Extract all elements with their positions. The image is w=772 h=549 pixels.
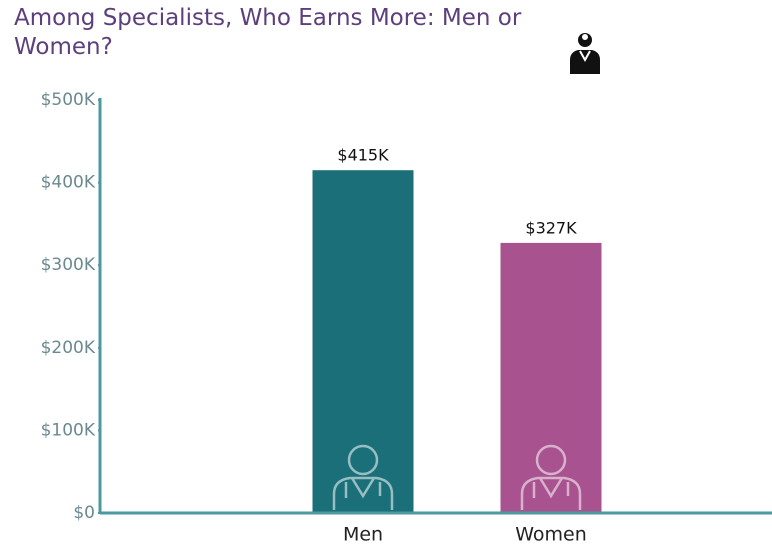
icon-head <box>535 444 567 476</box>
y-tick-label: $100K <box>41 420 96 440</box>
y-tick-label: $400K <box>41 173 96 193</box>
y-tick-label: $300K <box>41 255 96 275</box>
bar <box>312 170 414 513</box>
person-icon <box>520 444 582 510</box>
bar <box>500 242 602 513</box>
doctor-icon <box>570 33 600 74</box>
y-tick-label: $500K <box>41 90 96 110</box>
y-tick-label: $200K <box>41 338 96 358</box>
icon-head <box>347 444 379 476</box>
y-tick-label: $0 <box>73 503 95 523</box>
x-tick-label: Men <box>343 524 383 546</box>
icon-body <box>520 476 582 510</box>
x-tick-label: Women <box>515 524 587 546</box>
person-icon <box>332 444 394 510</box>
icon-body <box>332 476 394 510</box>
chart-title: Among Specialists, Who Earns More: Men o… <box>14 5 522 60</box>
value-label: $327K <box>525 218 577 237</box>
value-label: $415K <box>337 146 389 165</box>
